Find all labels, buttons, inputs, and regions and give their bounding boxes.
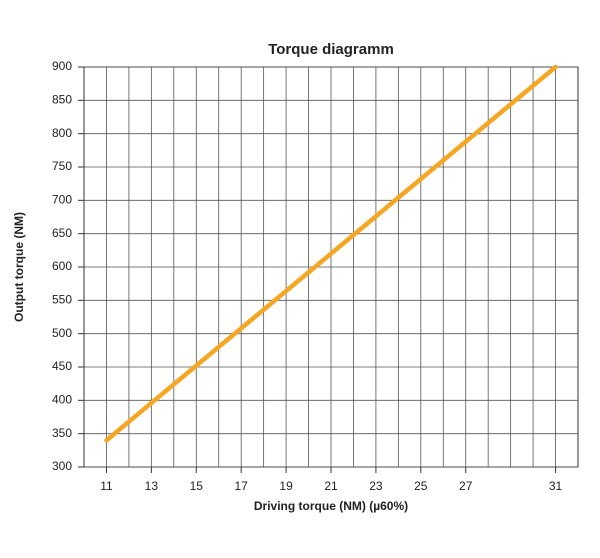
y-tick-label: 650 xyxy=(52,226,72,240)
y-tick-label: 300 xyxy=(52,459,72,473)
x-tick-label: 19 xyxy=(279,479,293,493)
x-tick-label: 27 xyxy=(459,479,473,493)
x-tick-label: 13 xyxy=(145,479,159,493)
y-tick-label: 550 xyxy=(52,293,72,307)
y-tick-label: 600 xyxy=(52,259,72,273)
y-tick-label: 350 xyxy=(52,426,72,440)
x-tick-label: 25 xyxy=(414,479,428,493)
y-tick-label: 400 xyxy=(52,393,72,407)
y-tick-label: 850 xyxy=(52,93,72,107)
y-tick-label: 800 xyxy=(52,126,72,140)
y-tick-label: 450 xyxy=(52,359,72,373)
chart-title: Torque diagramm xyxy=(268,41,394,58)
y-tick-label: 900 xyxy=(52,59,72,73)
x-tick-label: 11 xyxy=(100,479,113,493)
y-tick-label: 700 xyxy=(52,193,72,207)
x-tick-label: 31 xyxy=(549,479,563,493)
x-tick-label: 17 xyxy=(235,479,249,493)
x-tick-label: 23 xyxy=(369,479,383,493)
y-tick-label: 500 xyxy=(52,326,72,340)
x-axis-title: Driving torque (NM) (µ60%) xyxy=(254,499,408,513)
data-line xyxy=(104,64,558,443)
x-tick-label: 21 xyxy=(324,479,338,493)
y-axis-title: Output torque (NM) xyxy=(12,212,26,322)
y-tick-label: 750 xyxy=(52,159,72,173)
x-tick-label: 15 xyxy=(190,479,204,493)
